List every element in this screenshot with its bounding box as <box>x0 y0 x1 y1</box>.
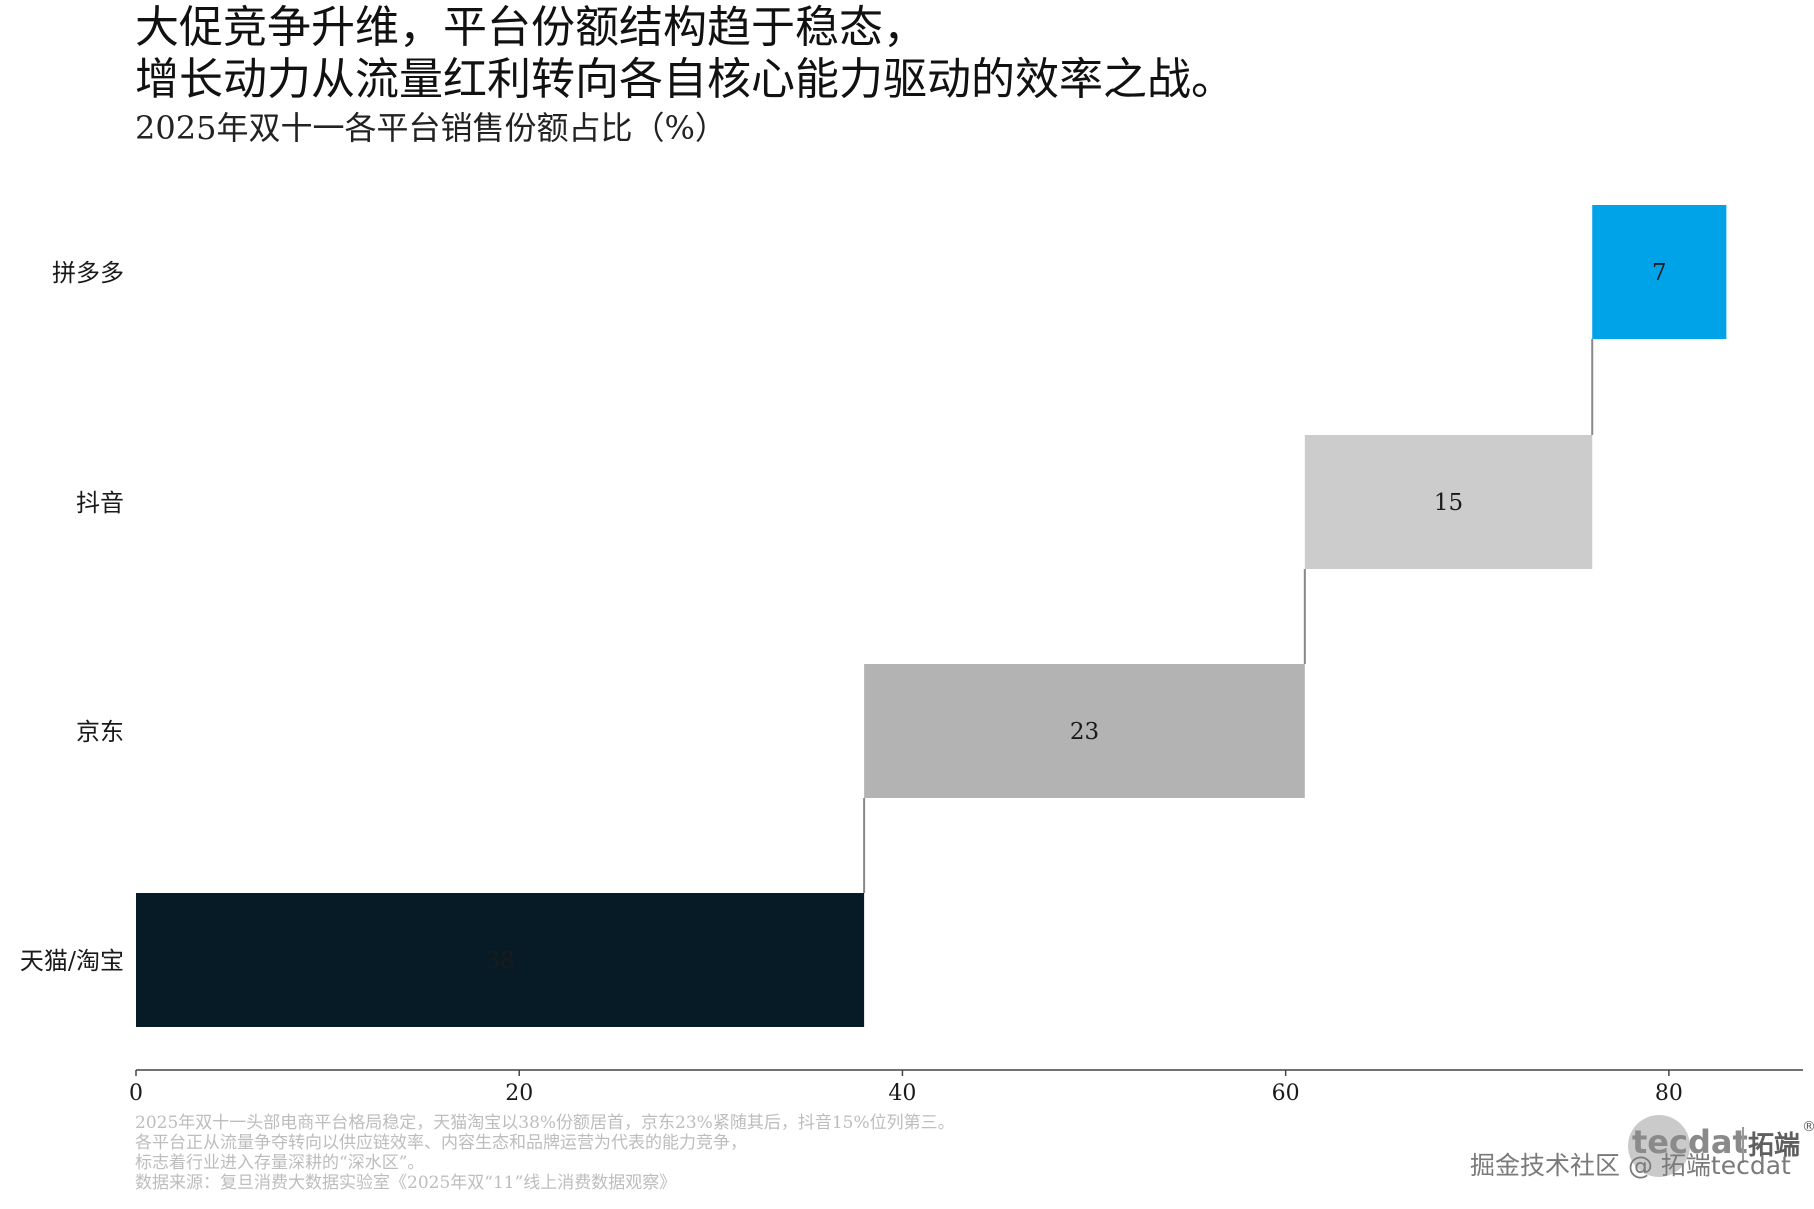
tecdat-logo: tecdat 拓端 ® <box>1622 1115 1814 1177</box>
data-label-4: 7 <box>1652 260 1667 286</box>
footnote-line-2: 各平台正从流量争夺转向以供应链效率、内容生态和品牌运营为代表的能力竞争， <box>135 1133 747 1153</box>
x-tick-label-5: 80 <box>1655 1081 1683 1106</box>
footnote-line-1: 2025年双十一头部电商平台格局稳定，天猫淘宝以38%份额居首，京东23%紧随其… <box>135 1113 955 1133</box>
registered-mark: ® <box>1802 1119 1814 1135</box>
x-tick-label-1: 0 <box>129 1081 143 1106</box>
logo-text: tecdat <box>1632 1123 1748 1161</box>
logo-circle-icon <box>1628 1115 1690 1177</box>
category-label-1: 天猫/淘宝 <box>20 947 124 975</box>
data-label-1: 38 <box>485 948 514 974</box>
footnote: 2025年双十一头部电商平台格局稳定，天猫淘宝以38%份额居首，京东23%紧随其… <box>135 1113 955 1193</box>
footnote-line-3: 标志着行业进入存量深耕的“深水区”。 <box>135 1153 425 1173</box>
category-label-3: 抖音 <box>76 489 124 517</box>
title-line-2: 增长动力从流量红利转向各自核心能力驱动的效率之战。 <box>135 54 1235 105</box>
x-tick-label-4: 60 <box>1272 1081 1300 1106</box>
chart-title: 大促竞争升维，平台份额结构趋于稳态， 增长动力从流量红利转向各自核心能力驱动的效… <box>135 2 1235 106</box>
waterfall-bar-chart: 38 天猫/淘宝 23 京东 15 抖音 7 拼多多 0 20 40 60 80 <box>20 205 1803 1106</box>
logo-divider <box>1742 1127 1744 1163</box>
watermark-credit: 掘金技术社区 @ 拓端tecdat <box>1470 1151 1791 1180</box>
x-tick-label-2: 20 <box>505 1081 533 1106</box>
bar-4 <box>1592 205 1727 339</box>
x-tick-label-3: 40 <box>888 1081 916 1106</box>
chart-subtitle: 2025年双十一各平台销售份额占比（%） <box>135 109 727 147</box>
bar-1 <box>136 893 865 1027</box>
title-line-1: 大促竞争升维，平台份额结构趋于稳态， <box>135 2 927 53</box>
data-label-2: 23 <box>1070 719 1099 745</box>
logo-cn-text: 拓端 <box>1748 1131 1801 1161</box>
footnote-source: 数据来源：复旦消费大数据实验室《2025年双“11”线上消费数据观察》 <box>135 1173 677 1193</box>
category-label-2: 京东 <box>76 718 124 746</box>
category-label-4: 拼多多 <box>52 259 124 287</box>
bar-2 <box>864 664 1305 798</box>
bar-3 <box>1304 435 1593 569</box>
data-label-3: 15 <box>1434 490 1463 516</box>
